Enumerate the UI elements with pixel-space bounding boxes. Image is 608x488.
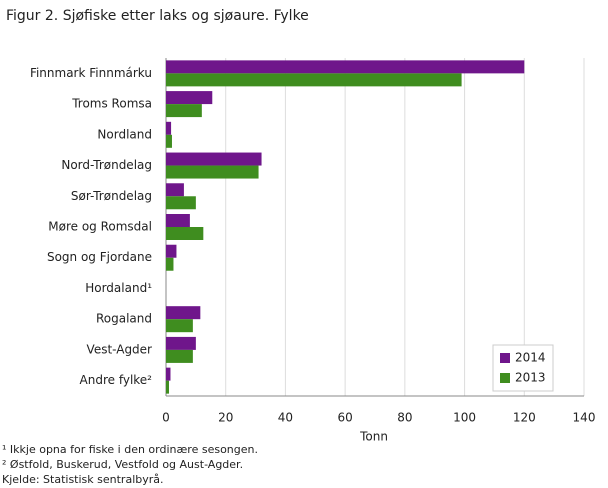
y-tick-label: Nordland	[97, 127, 152, 141]
legend-box	[492, 344, 554, 392]
footnote: ² Østfold, Buskerud, Vestfold og Aust-Ag…	[2, 458, 243, 471]
bar	[166, 227, 204, 240]
bar	[166, 306, 201, 320]
bar	[166, 183, 184, 197]
bar	[166, 244, 177, 258]
y-tick-label: Vest-Agder	[87, 342, 153, 356]
bar	[166, 134, 172, 148]
bar	[166, 319, 193, 333]
bar	[166, 73, 462, 87]
bar	[166, 214, 190, 227]
x-tick-label: 60	[338, 411, 353, 425]
x-tick-label: 0	[162, 411, 170, 425]
legend-swatch	[500, 373, 510, 383]
bar	[166, 165, 259, 179]
bar	[166, 121, 172, 135]
y-tick-label: Rogaland	[96, 312, 152, 326]
footnote: Kjelde: Statistisk sentralbyrå.	[2, 473, 164, 486]
bar	[166, 60, 525, 74]
bar	[166, 349, 193, 363]
bar	[166, 380, 169, 394]
x-tick-label: 80	[397, 411, 412, 425]
bar	[166, 91, 213, 105]
y-tick-label: Troms Romsa	[71, 97, 152, 111]
y-tick-label: Hordaland¹	[85, 281, 152, 295]
bar	[166, 336, 196, 350]
x-tick-label: 140	[573, 411, 596, 425]
y-tick-label: Andre fylke²	[80, 373, 153, 387]
legend-swatch	[500, 353, 510, 363]
x-tick-label: 40	[278, 411, 293, 425]
bar	[166, 152, 262, 166]
chart-title: Figur 2. Sjøfiske etter laks og sjøaure.…	[6, 8, 309, 24]
x-tick-label: 120	[513, 411, 536, 425]
x-tick-label: 100	[453, 411, 476, 425]
x-axis-label: Tonn	[359, 430, 388, 444]
legend-label: 2013	[515, 371, 546, 385]
y-tick-label: Finnmark Finnmárku	[30, 66, 152, 80]
bar	[166, 196, 196, 210]
y-tick-label: Sør-Trøndelag	[71, 189, 152, 203]
bar	[166, 257, 174, 271]
x-tick-label: 20	[218, 411, 233, 425]
bar	[166, 104, 202, 118]
legend-label: 2014	[515, 351, 546, 365]
y-tick-label: Sogn og Fjordane	[47, 250, 152, 264]
y-tick-label: Nord-Trøndelag	[61, 158, 152, 172]
footnote: ¹ Ikkje opna for fiske i den ordinære se…	[2, 443, 258, 456]
y-tick-label: Møre og Romsdal	[48, 220, 152, 234]
bar	[166, 367, 171, 381]
